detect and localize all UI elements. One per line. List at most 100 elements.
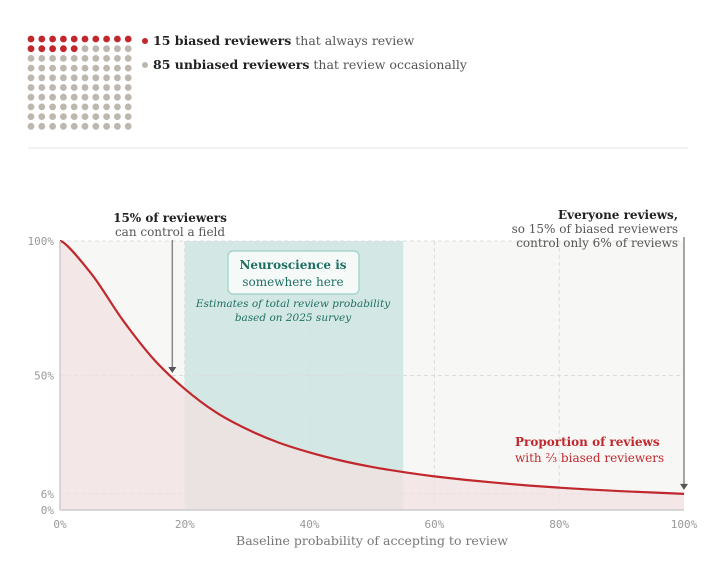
waffle-dot-unbiased xyxy=(92,55,100,62)
waffle-dot-unbiased xyxy=(124,74,132,82)
waffle-dot-unbiased xyxy=(38,122,46,130)
waffle-dot-biased xyxy=(60,35,67,43)
waffle-dot-unbiased xyxy=(124,64,132,72)
waffle-dot-biased xyxy=(103,35,110,43)
waffle-dot-unbiased xyxy=(92,122,100,130)
arrow-down-icon xyxy=(680,237,688,490)
waffle-dot-unbiased xyxy=(27,55,35,62)
waffle-dot-unbiased xyxy=(81,84,89,91)
legend-unbiased-swatch xyxy=(142,62,148,68)
waffle-dot-unbiased xyxy=(114,64,121,72)
waffle-dot-unbiased xyxy=(114,74,121,82)
waffle-dot-unbiased xyxy=(92,74,100,82)
waffle-dot-biased xyxy=(38,45,46,53)
waffle-chart xyxy=(27,35,132,130)
series-label-line2: with ⅔ biased reviewers xyxy=(515,451,664,465)
waffle-dot-unbiased xyxy=(38,93,46,101)
waffle-dot-unbiased xyxy=(103,74,110,82)
annotation-left-text: can control a field xyxy=(115,225,225,239)
waffle-dot-unbiased xyxy=(27,122,35,130)
curve-line xyxy=(59,239,685,495)
waffle-dot-unbiased xyxy=(114,55,121,62)
waffle-dot-unbiased xyxy=(70,103,78,111)
legend-unbiased-bold: 85 unbiased reviewers xyxy=(153,57,309,72)
waffle-dot-unbiased xyxy=(49,122,56,130)
neuroscience-box xyxy=(227,250,360,295)
annotation-right-line2: control only 6% of reviews xyxy=(516,236,678,250)
y-tick-label: 50% xyxy=(34,370,54,383)
annotation-right-line1: so 15% of biased reviewers xyxy=(512,222,678,236)
waffle-dot-unbiased xyxy=(60,55,67,62)
waffle-dot-unbiased xyxy=(92,64,100,72)
waffle-dot-unbiased xyxy=(38,64,46,72)
box-note-line2: based on 2025 survey xyxy=(235,312,352,324)
waffle-dot-unbiased xyxy=(114,103,121,111)
waffle-dot-biased xyxy=(38,35,46,43)
waffle-dot-unbiased xyxy=(60,74,67,82)
waffle-dot-unbiased xyxy=(49,55,56,62)
waffle-dot-unbiased xyxy=(124,93,132,101)
x-tick-label: 0% xyxy=(53,518,67,531)
waffle-dot-unbiased xyxy=(27,64,35,72)
waffle-dot-biased xyxy=(27,35,35,43)
legend-unbiased: 85 unbiased reviewers that review occasi… xyxy=(153,57,468,72)
waffle-dot-unbiased xyxy=(49,103,56,111)
waffle-dot-unbiased xyxy=(38,74,46,82)
waffle-dot-unbiased xyxy=(38,84,46,91)
legend-biased-bold: 15 biased reviewers xyxy=(153,33,291,48)
waffle-dot-unbiased xyxy=(114,84,121,91)
waffle-dot-unbiased xyxy=(60,113,67,120)
annotation-right-title: Everyone reviews, xyxy=(558,208,678,222)
waffle-dot-unbiased xyxy=(103,122,110,130)
waffle-dot-unbiased xyxy=(124,122,132,130)
x-tick-label: 100% xyxy=(671,518,698,531)
waffle-dot-unbiased xyxy=(114,113,121,120)
waffle-dot-unbiased xyxy=(70,55,78,62)
waffle-dot-unbiased xyxy=(92,113,100,120)
curve-area xyxy=(60,241,684,510)
waffle-dot-unbiased xyxy=(103,84,110,91)
waffle-dot-unbiased xyxy=(60,84,67,91)
waffle-dot-biased xyxy=(49,45,56,53)
x-tick-label: 60% xyxy=(424,518,444,531)
waffle-dot-unbiased xyxy=(60,93,67,101)
x-tick-label: 20% xyxy=(175,518,195,531)
waffle-dot-unbiased xyxy=(92,84,100,91)
y-tick-label: 0% xyxy=(41,504,55,517)
waffle-dot-unbiased xyxy=(49,74,56,82)
legend-biased-swatch xyxy=(142,38,148,44)
y-tick-label: 100% xyxy=(28,235,55,248)
waffle-dot-unbiased xyxy=(70,84,78,91)
waffle-dot-unbiased xyxy=(103,113,110,120)
waffle-dot-unbiased xyxy=(81,74,89,82)
legend-biased: 15 biased reviewers that always review xyxy=(153,33,415,48)
arrow-down-icon xyxy=(168,240,177,374)
waffle-dot-unbiased xyxy=(49,93,56,101)
waffle-dot-unbiased xyxy=(114,122,121,130)
waffle-dot-unbiased xyxy=(124,113,132,120)
waffle-dot-biased xyxy=(81,35,89,43)
y-tick-label: 6% xyxy=(41,488,55,501)
waffle-dot-unbiased xyxy=(27,84,35,91)
waffle-dot-biased xyxy=(49,35,56,43)
waffle-dot-unbiased xyxy=(27,113,35,120)
waffle-dot-unbiased xyxy=(38,113,46,120)
waffle-dot-unbiased xyxy=(38,103,46,111)
waffle-dot-biased xyxy=(70,45,78,53)
waffle-dot-unbiased xyxy=(124,84,132,91)
legend-biased-rest: that always review xyxy=(291,33,414,48)
waffle-dot-unbiased xyxy=(81,45,89,53)
waffle-dot-unbiased xyxy=(103,55,110,62)
waffle-dot-unbiased xyxy=(27,74,35,82)
waffle-dot-biased xyxy=(70,35,78,43)
ticks: 0% 20% 40% 60% 80% 100% 0% 6% 50% 100% xyxy=(28,235,698,531)
waffle-dot-biased xyxy=(92,35,100,43)
annotation-left-title: 15% of reviewers xyxy=(113,211,227,225)
series-label-line1: Proportion of reviews xyxy=(515,435,660,449)
waffle-dot-unbiased xyxy=(70,93,78,101)
waffle-dot-unbiased xyxy=(81,64,89,72)
waffle-dot-unbiased xyxy=(38,55,46,62)
x-tick-label: 80% xyxy=(549,518,569,531)
waffle-dot-unbiased xyxy=(114,45,121,53)
waffle-dot-unbiased xyxy=(49,113,56,120)
